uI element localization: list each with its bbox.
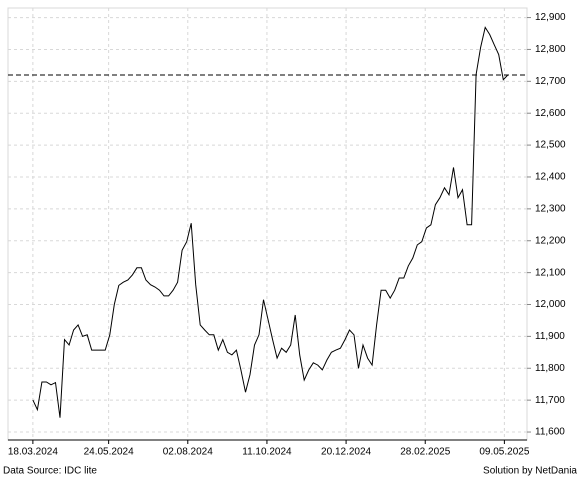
- y-tick-label: 12,000: [535, 299, 566, 310]
- data-source: Data Source: IDC lite: [3, 466, 97, 477]
- y-tick-label: 12,300: [535, 203, 566, 214]
- x-tick-label: 28.02.2025: [400, 447, 450, 458]
- x-tick-label: 24.05.2024: [84, 447, 134, 458]
- plot-frame: [7, 7, 528, 441]
- y-tick-label: 12,600: [535, 108, 566, 119]
- credit: Solution by NetDania: [483, 466, 577, 477]
- y-tick-label: 11,600: [535, 427, 565, 438]
- x-tick-label: 18.03.2024: [8, 447, 58, 458]
- y-tick-label: 12,800: [535, 44, 566, 55]
- y-tick-label: 12,200: [535, 235, 566, 246]
- y-tick-label: 11,800: [535, 363, 565, 374]
- y-tick-label: 12,400: [535, 172, 566, 183]
- y-tick-label: 12,500: [535, 140, 566, 151]
- y-tick-label: 11,700: [535, 395, 565, 406]
- y-tick-label: 12,900: [535, 12, 566, 23]
- y-tick-label: 11,900: [535, 331, 565, 342]
- x-tick-label: 20.12.2024: [321, 447, 371, 458]
- y-tick-label: 12,100: [535, 267, 566, 278]
- y-tick-label: 12,700: [535, 76, 566, 87]
- x-tick-label: 11.10.2024: [242, 447, 292, 458]
- price-line: [32, 26, 509, 418]
- x-tick-label: 02.08.2024: [163, 447, 213, 458]
- x-tick-label: 09.05.2025: [479, 447, 529, 458]
